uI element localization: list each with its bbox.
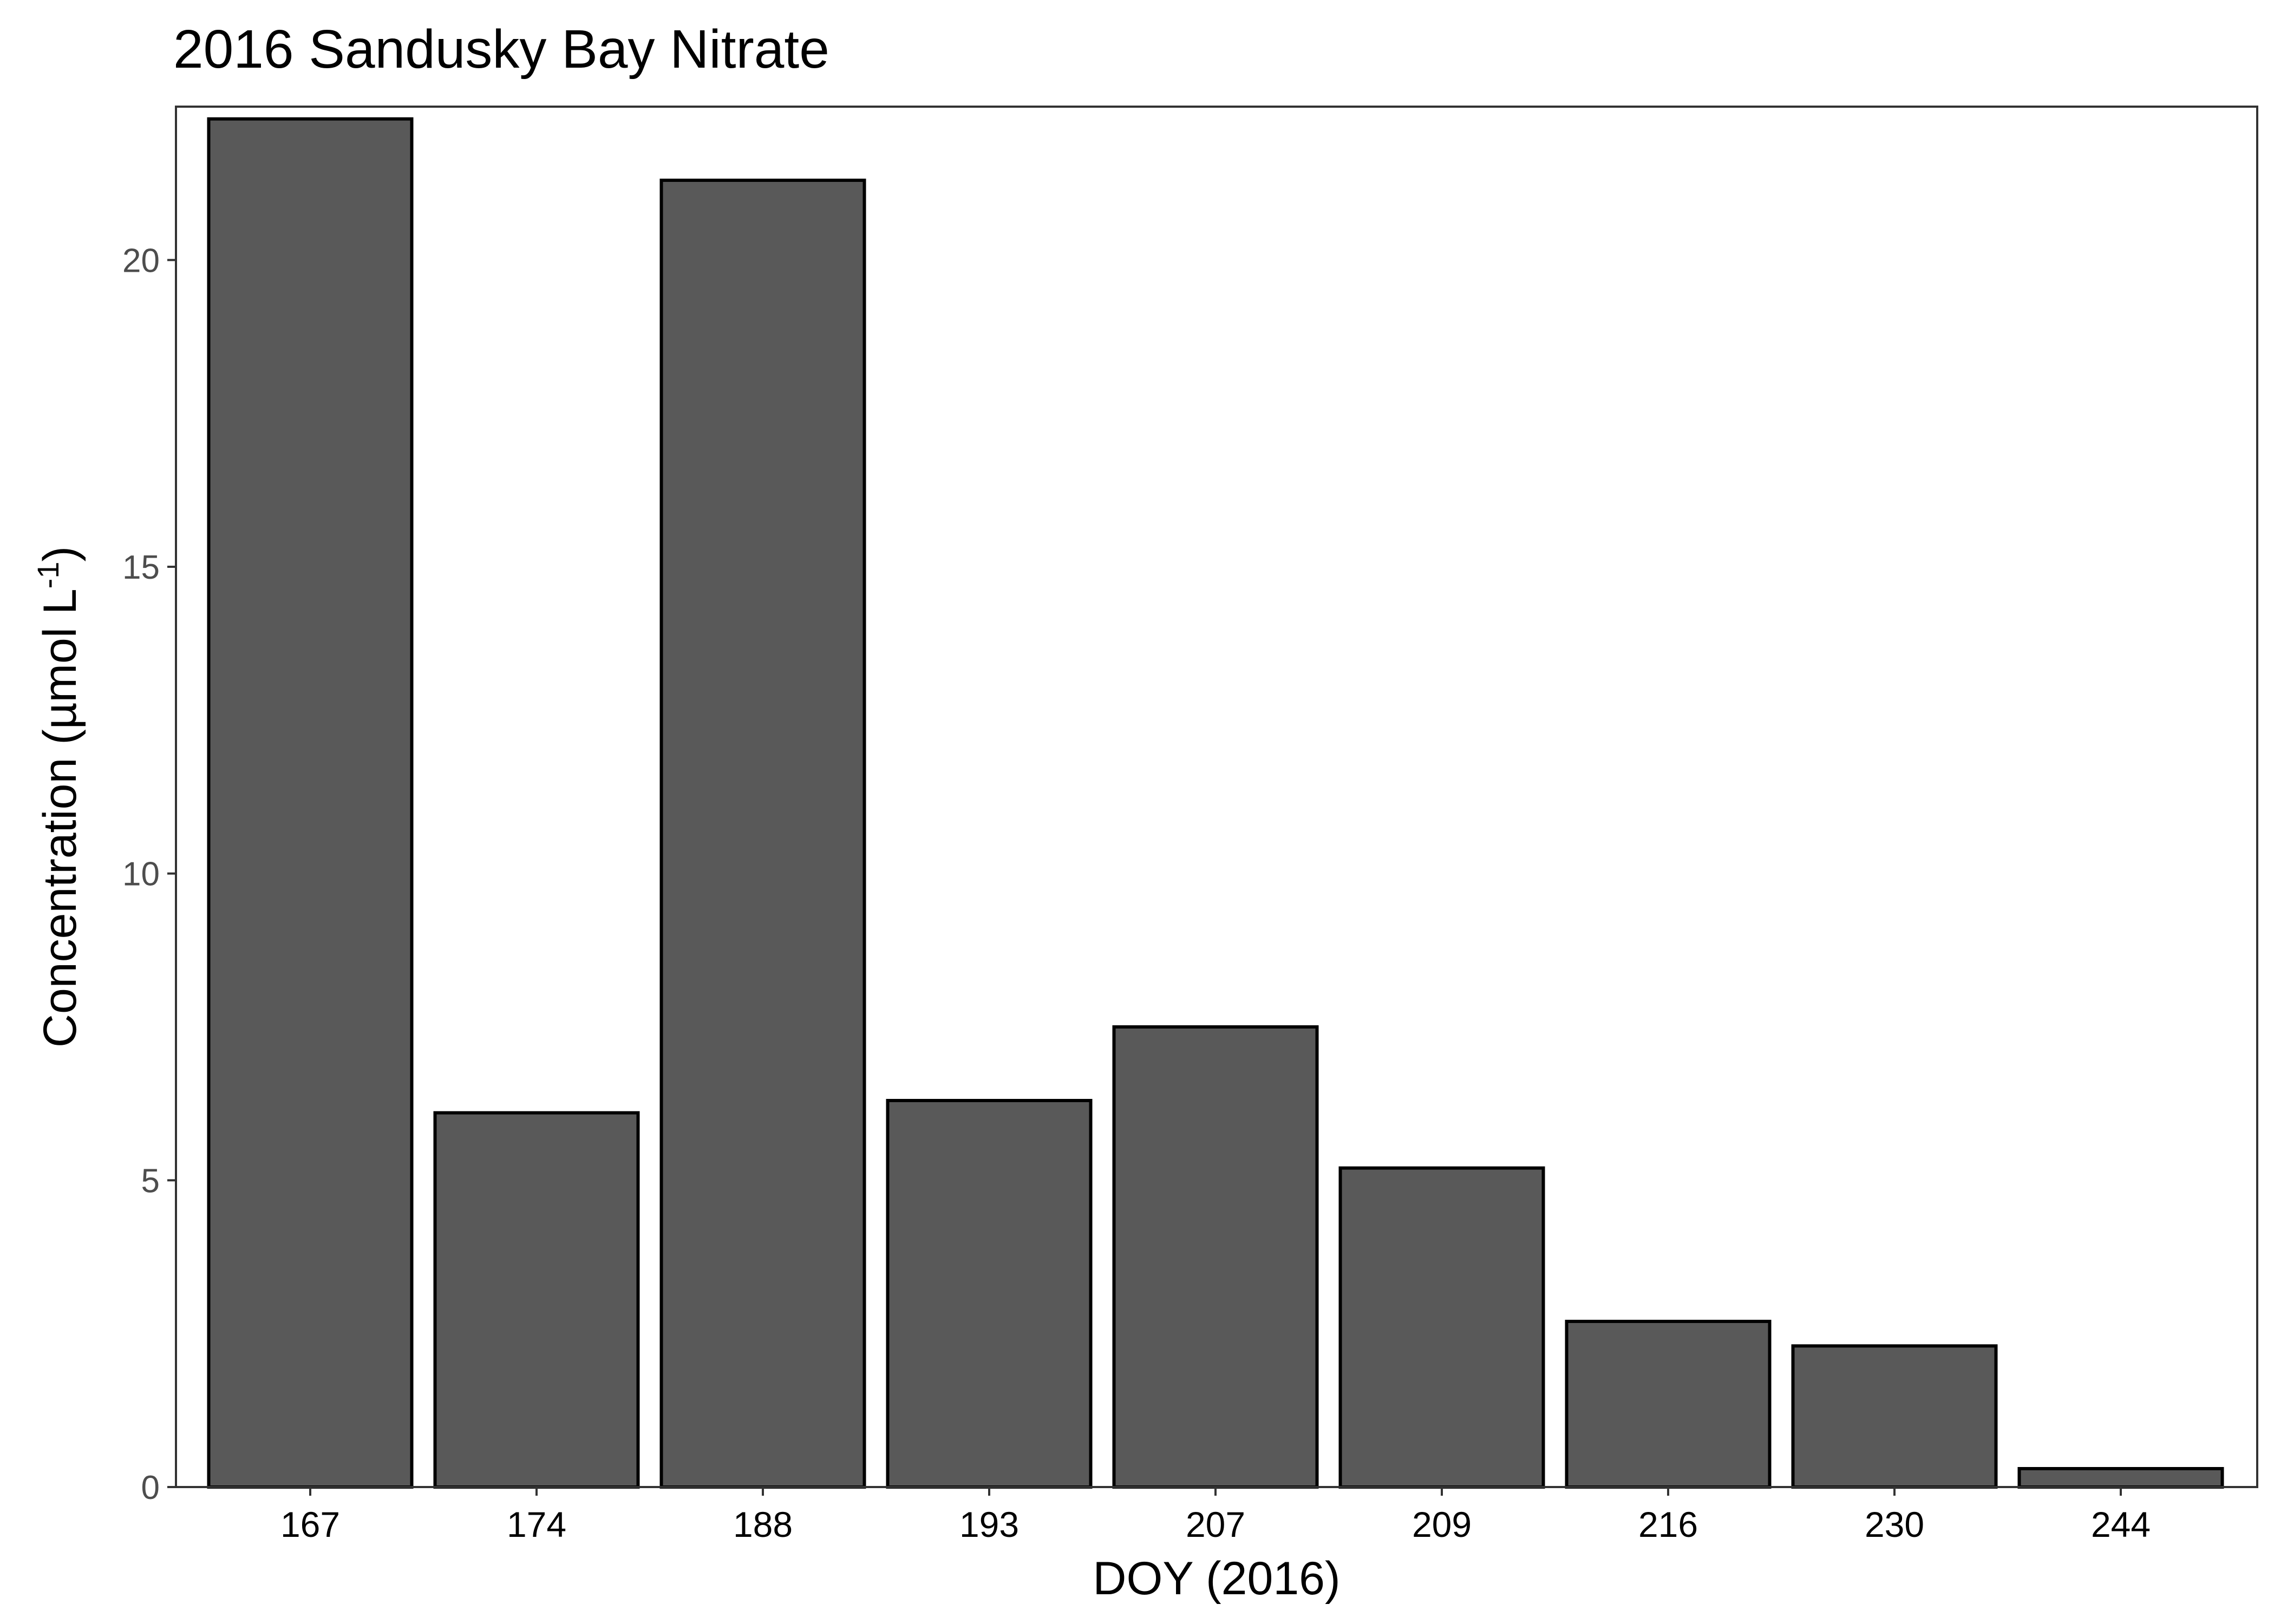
bar-244 <box>2017 1467 2224 1489</box>
y-axis-title-close: ) <box>34 546 86 562</box>
y-tick-label: 0 <box>141 1469 160 1507</box>
y-tick-label: 5 <box>141 1162 160 1200</box>
y-tick-label: 15 <box>122 549 160 586</box>
bar-167 <box>207 117 414 1489</box>
x-tick-label-188: 188 <box>733 1504 793 1544</box>
bar-174 <box>433 1111 640 1489</box>
x-tick-label-167: 167 <box>280 1504 340 1544</box>
bar-188 <box>659 179 866 1489</box>
y-axis-title: Concentration (µmol L-1) <box>31 546 86 1047</box>
bar-193 <box>886 1099 1093 1489</box>
x-axis-title: DOY (2016) <box>1093 1553 1340 1605</box>
chart-title: 2016 Sandusky Bay Nitrate <box>173 19 829 80</box>
bar-216 <box>1565 1320 1772 1489</box>
bar-207 <box>1112 1025 1319 1489</box>
y-tick-label: 10 <box>122 856 160 893</box>
x-tick-label-174: 174 <box>507 1504 566 1544</box>
y-tick-label: 20 <box>122 242 160 279</box>
x-tick-label-209: 209 <box>1412 1504 1472 1544</box>
x-axis: 167 174 188 193 207 209 216 230 244 <box>280 1487 2151 1544</box>
y-axis: 0 5 10 15 20 <box>122 242 176 1507</box>
bar-209 <box>1338 1166 1545 1489</box>
x-tick-label-216: 216 <box>1638 1504 1698 1544</box>
plot-panel-border <box>175 106 2258 1488</box>
bar-230 <box>1791 1344 1998 1489</box>
x-tick-label-244: 244 <box>2091 1504 2151 1544</box>
bars <box>207 117 2224 1489</box>
x-tick-label-230: 230 <box>1865 1504 1924 1544</box>
y-axis-title-superscript: -1 <box>31 562 65 589</box>
x-tick-label-193: 193 <box>959 1504 1019 1544</box>
y-axis-title-main: Concentration (µmol L <box>34 588 86 1047</box>
x-tick-label-207: 207 <box>1186 1504 1245 1544</box>
